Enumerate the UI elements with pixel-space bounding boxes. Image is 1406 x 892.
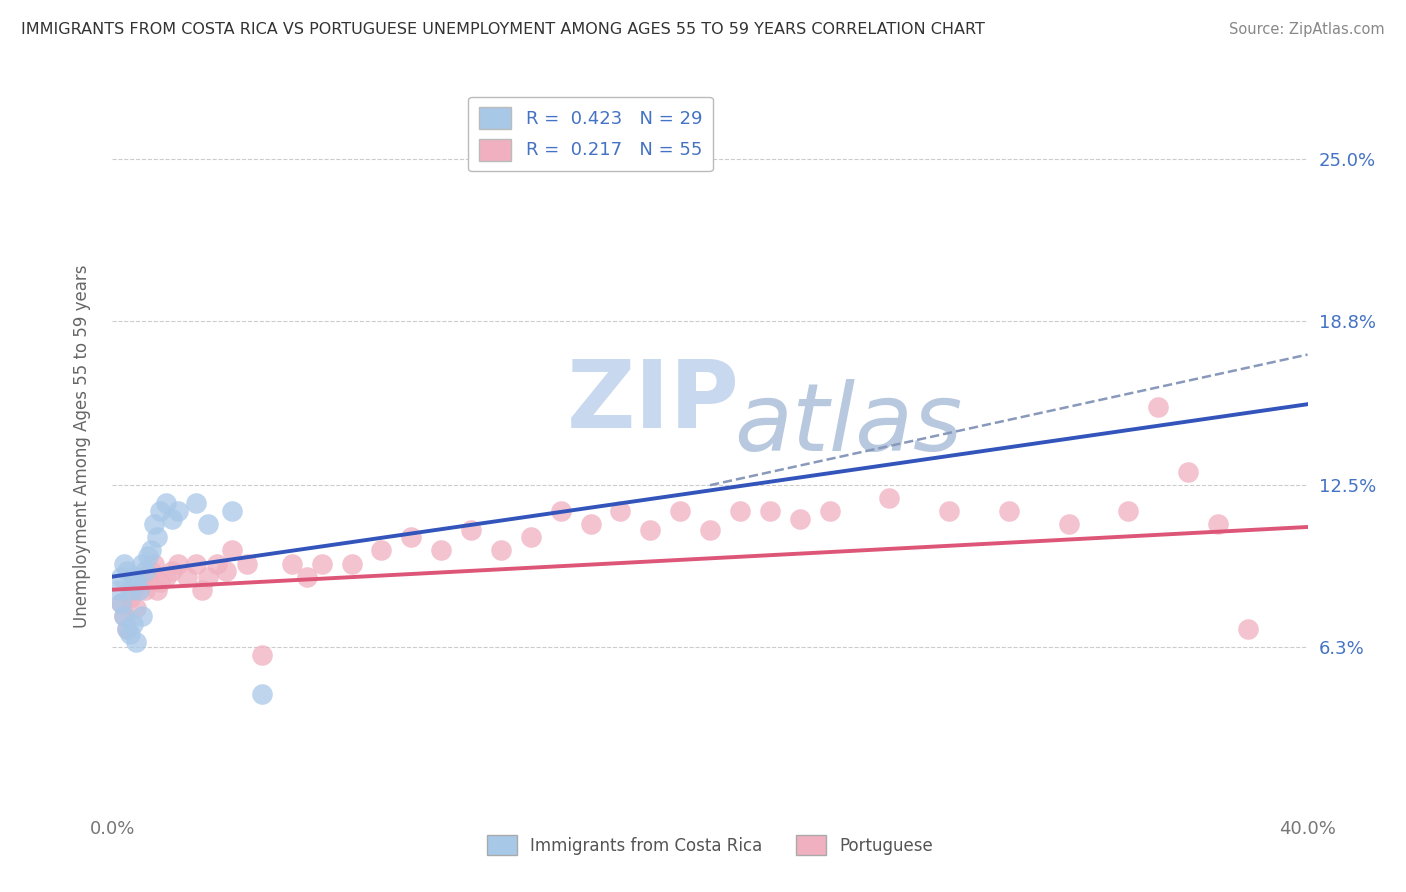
Point xyxy=(250,648,273,662)
Point xyxy=(138,549,160,563)
Point xyxy=(818,504,841,518)
Point xyxy=(155,569,177,583)
Point xyxy=(1237,622,1260,636)
Text: atlas: atlas xyxy=(734,378,962,469)
Point xyxy=(186,557,208,571)
Point xyxy=(1118,504,1140,518)
Point xyxy=(250,687,273,701)
Point xyxy=(117,565,139,579)
Point xyxy=(460,523,482,537)
Point xyxy=(176,569,198,583)
Point xyxy=(579,517,602,532)
Point xyxy=(114,557,135,571)
Y-axis label: Unemployment Among Ages 55 to 59 years: Unemployment Among Ages 55 to 59 years xyxy=(73,264,91,628)
Point xyxy=(215,565,238,579)
Point xyxy=(143,557,166,571)
Point xyxy=(114,608,135,623)
Point xyxy=(117,622,139,636)
Point xyxy=(125,635,148,649)
Point xyxy=(131,574,153,589)
Point xyxy=(370,543,392,558)
Point xyxy=(789,512,811,526)
Point xyxy=(117,622,139,636)
Point xyxy=(120,591,142,605)
Point xyxy=(131,608,153,623)
Point xyxy=(1177,465,1199,479)
Point xyxy=(640,523,662,537)
Point xyxy=(110,569,132,583)
Point xyxy=(134,582,156,597)
Point xyxy=(669,504,692,518)
Point xyxy=(122,569,145,583)
Point xyxy=(550,504,572,518)
Text: Source: ZipAtlas.com: Source: ZipAtlas.com xyxy=(1229,22,1385,37)
Point xyxy=(728,504,751,518)
Point xyxy=(879,491,901,506)
Point xyxy=(134,565,156,579)
Point xyxy=(998,504,1021,518)
Point xyxy=(162,565,183,579)
Point xyxy=(125,601,148,615)
Point xyxy=(197,517,219,532)
Point xyxy=(699,523,721,537)
Point xyxy=(125,574,148,589)
Point xyxy=(110,596,132,610)
Point xyxy=(1206,517,1229,532)
Point xyxy=(141,543,163,558)
Point xyxy=(122,616,145,631)
Point xyxy=(430,543,453,558)
Point xyxy=(114,608,135,623)
Point xyxy=(162,512,183,526)
Point xyxy=(167,557,190,571)
Point xyxy=(122,582,145,597)
Text: ZIP: ZIP xyxy=(567,356,740,448)
Text: IMMIGRANTS FROM COSTA RICA VS PORTUGUESE UNEMPLOYMENT AMONG AGES 55 TO 59 YEARS : IMMIGRANTS FROM COSTA RICA VS PORTUGUESE… xyxy=(21,22,986,37)
Point xyxy=(205,557,228,571)
Point xyxy=(110,596,132,610)
Point xyxy=(120,582,142,597)
Point xyxy=(197,569,219,583)
Point xyxy=(191,582,214,597)
Point xyxy=(149,504,172,518)
Point xyxy=(311,557,333,571)
Point xyxy=(138,569,160,583)
Point xyxy=(128,582,150,597)
Point xyxy=(143,517,166,532)
Point xyxy=(489,543,512,558)
Point xyxy=(340,557,363,571)
Point xyxy=(759,504,782,518)
Point xyxy=(401,530,423,544)
Point xyxy=(155,496,177,510)
Point xyxy=(295,569,318,583)
Point xyxy=(221,504,243,518)
Point xyxy=(1147,400,1170,414)
Point xyxy=(938,504,960,518)
Point xyxy=(186,496,208,510)
Point xyxy=(149,574,172,589)
Point xyxy=(1057,517,1080,532)
Point xyxy=(236,557,259,571)
Point xyxy=(221,543,243,558)
Legend: Immigrants from Costa Rica, Portuguese: Immigrants from Costa Rica, Portuguese xyxy=(481,829,939,862)
Point xyxy=(281,557,304,571)
Point xyxy=(141,565,163,579)
Point xyxy=(107,582,129,597)
Point xyxy=(131,557,153,571)
Point xyxy=(146,530,169,544)
Point xyxy=(167,504,190,518)
Point xyxy=(520,530,543,544)
Point xyxy=(120,627,142,641)
Point xyxy=(128,569,150,583)
Point xyxy=(609,504,631,518)
Point xyxy=(146,582,169,597)
